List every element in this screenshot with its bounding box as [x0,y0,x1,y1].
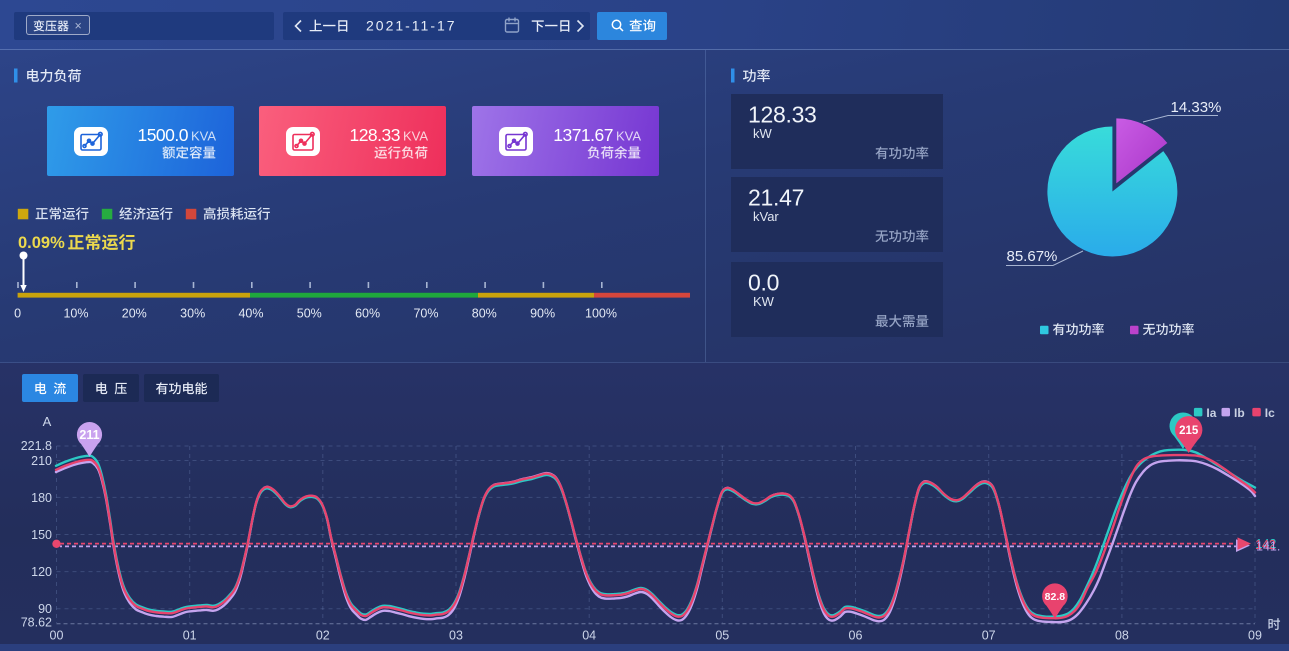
svg-text:04: 04 [582,629,596,643]
svg-text:150: 150 [31,528,52,542]
svg-text:Ib: Ib [1234,406,1245,420]
svg-text:80%: 80% [472,307,497,321]
svg-text:Ia: Ia [1206,406,1216,420]
svg-text:05: 05 [715,629,729,643]
svg-text:00: 00 [50,629,64,643]
svg-text:180: 180 [31,491,52,505]
svg-text:90: 90 [38,602,52,616]
svg-text:90%: 90% [530,307,555,321]
svg-text:141.: 141. [1256,540,1280,554]
svg-text:21.47: 21.47 [748,184,804,210]
svg-text:kVar: kVar [753,209,779,224]
svg-text:60%: 60% [355,307,380,321]
svg-text:KVA: KVA [191,129,216,144]
svg-text:1371.67: 1371.67 [553,125,613,145]
svg-text:70%: 70% [413,307,438,321]
svg-text:221.8: 221.8 [21,439,52,453]
svg-text:142: 142 [1256,537,1277,551]
svg-text:KW: KW [753,294,775,309]
svg-text:07: 07 [982,629,996,643]
svg-text:120: 120 [31,565,52,579]
svg-text:0.0: 0.0 [748,269,779,295]
svg-text:142: 142 [1255,538,1276,552]
svg-text:30%: 30% [180,307,205,321]
svg-text:128.33: 128.33 [349,125,400,145]
svg-text:KVA: KVA [403,129,428,144]
svg-text:0: 0 [14,307,21,321]
svg-text:215: 215 [1179,425,1199,437]
svg-text:08: 08 [1115,629,1129,643]
svg-text:02: 02 [316,629,330,643]
svg-text:KVA: KVA [616,129,641,144]
svg-text:03: 03 [449,629,463,643]
svg-text:14.33%: 14.33% [1171,99,1222,116]
svg-text:06: 06 [849,629,863,643]
svg-text:210: 210 [31,454,52,468]
svg-text:211: 211 [79,428,99,442]
svg-text:×: × [75,19,82,33]
svg-text:78.62: 78.62 [21,615,52,629]
svg-text:20%: 20% [122,307,147,321]
svg-text:100%: 100% [585,307,617,321]
svg-text:A: A [43,414,52,429]
svg-text:01: 01 [183,629,197,643]
svg-text:kW: kW [753,126,773,141]
svg-text:40%: 40% [238,307,263,321]
svg-text:50%: 50% [297,307,322,321]
svg-text:82.8: 82.8 [1045,591,1066,603]
svg-text:2021-11-17: 2021-11-17 [366,18,457,34]
svg-text:09: 09 [1248,629,1262,643]
svg-text:85.67%: 85.67% [1007,248,1058,265]
svg-text:128.33: 128.33 [748,101,817,127]
svg-text:0.09%: 0.09% [18,234,65,252]
svg-text:10%: 10% [63,307,88,321]
svg-text:1500.0: 1500.0 [137,125,188,145]
svg-text:Ic: Ic [1265,406,1275,420]
